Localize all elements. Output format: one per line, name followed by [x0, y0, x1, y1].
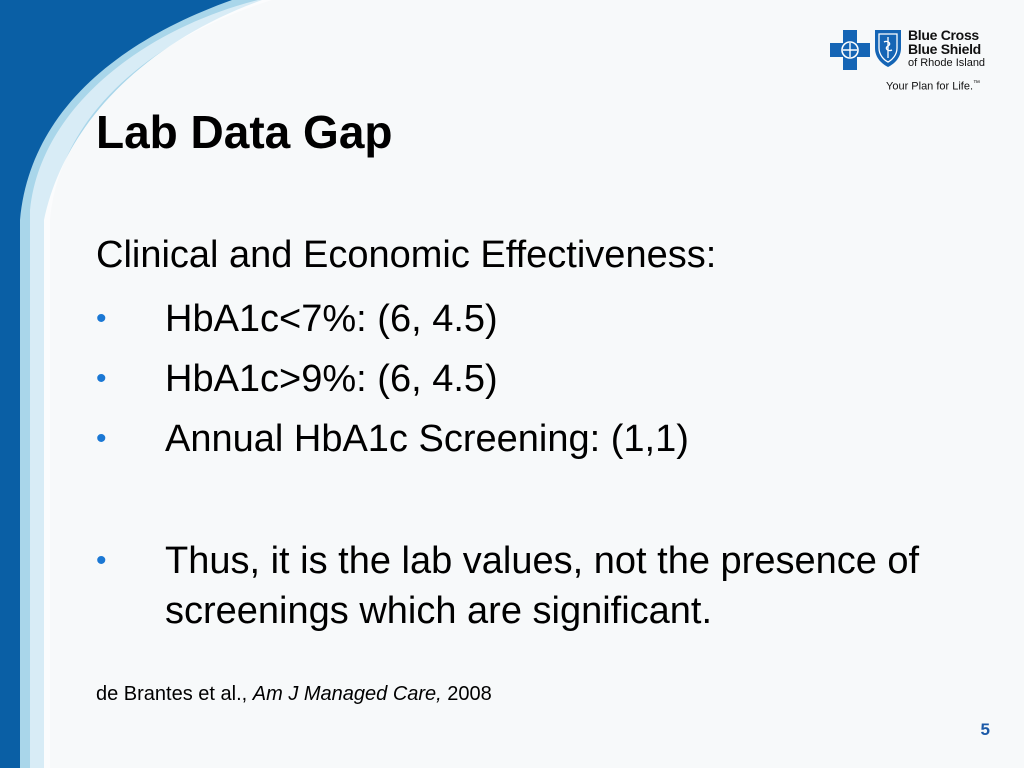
logo-line-2: Blue Shield	[908, 41, 981, 57]
bullet-marker: •	[96, 422, 107, 455]
bullet-item: • HbA1c<7%: (6, 4.5)	[96, 294, 996, 344]
bullet-item: • HbA1c>9%: (6, 4.5)	[96, 354, 996, 404]
logo-line-1: Blue Cross	[908, 27, 979, 43]
citation-authors: de Brantes et al.,	[96, 683, 253, 705]
bullet-marker: •	[96, 362, 107, 395]
bullet-item: • Thus, it is the lab values, not the pr…	[96, 536, 976, 636]
tagline-text: Your Plan for Life.	[886, 80, 974, 93]
bullet-text: Thus, it is the lab values, not the pres…	[165, 540, 920, 632]
blue-cross-icon	[830, 30, 870, 70]
subheading: Clinical and Economic Effectiveness:	[96, 234, 717, 276]
decorative-swoosh	[0, 0, 272, 768]
bullet-text: Annual HbA1c Screening: (1,1)	[165, 418, 689, 460]
citation-journal: Am J Managed Care,	[252, 683, 442, 705]
bullet-text: HbA1c<7%: (6, 4.5)	[165, 298, 498, 340]
bullet-item: • Annual HbA1c Screening: (1,1)	[96, 414, 996, 464]
logo-wordmark: Blue Cross Blue Shield of Rhode Island	[908, 28, 985, 70]
citation-year: 2008	[441, 683, 492, 705]
page-number: 5	[980, 720, 990, 739]
citation: de Brantes et al., Am J Managed Care, 20…	[96, 681, 492, 707]
bullet-marker: •	[96, 544, 107, 577]
slide-title: Lab Data Gap	[96, 106, 393, 158]
logo-line-3: of Rhode Island	[908, 57, 986, 69]
blue-shield-icon	[875, 30, 901, 67]
bullet-text: HbA1c>9%: (6, 4.5)	[165, 358, 498, 400]
trademark-mark: ™	[973, 80, 981, 87]
bcbs-logo: Blue Cross Blue Shield of Rhode Island Y…	[830, 26, 1000, 98]
bullet-marker: •	[96, 302, 107, 335]
logo-tagline: Your Plan for Life.™	[886, 80, 980, 93]
